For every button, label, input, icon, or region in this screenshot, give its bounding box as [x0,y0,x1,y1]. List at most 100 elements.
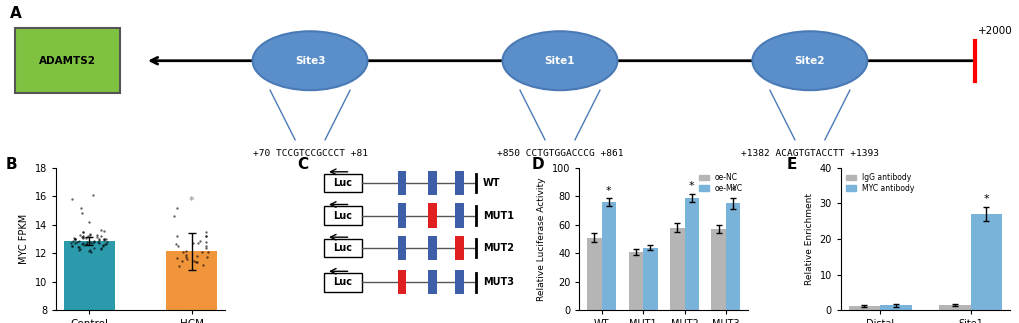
Bar [848,306,879,310]
Ellipse shape [502,31,616,90]
Point [82,232,98,237]
Text: ADAMTS2: ADAMTS2 [39,56,96,66]
Text: C: C [298,157,309,172]
Point [81,234,97,239]
Point [93,227,109,233]
Point [95,242,111,247]
Bar [397,236,406,260]
Point [82,248,98,253]
Bar [601,202,615,310]
Bar [428,236,436,260]
Point [169,205,185,210]
Point [75,240,92,245]
Point [82,239,98,244]
Point [78,240,95,245]
Point [185,258,202,263]
Point [169,256,185,261]
Point [198,234,214,239]
Text: *: * [688,182,694,192]
Text: +2000: +2000 [977,26,1012,36]
Point [83,249,99,254]
Point [93,245,109,251]
Point [97,241,113,246]
Point [171,263,187,268]
Bar [454,270,464,295]
Point [78,241,95,246]
Point [74,234,91,239]
Point [74,229,91,234]
Text: Site1: Site1 [544,56,575,66]
Text: E: E [787,157,797,172]
Point [87,239,103,245]
Text: Site3: Site3 [294,56,325,66]
Bar [669,228,684,310]
Bar [428,203,436,228]
Point [72,232,89,237]
Text: *: * [982,194,988,204]
Bar [454,203,464,228]
Point [177,248,194,254]
Point [98,236,114,241]
Point [189,253,205,258]
Text: *: * [730,186,736,196]
Point [64,197,81,202]
Text: A: A [10,6,22,21]
Point [195,262,211,267]
Bar [628,252,642,310]
Point [174,258,191,264]
Point [73,211,90,216]
Point [174,249,191,255]
Bar [428,270,436,295]
Point [198,243,214,248]
Text: +70 TCCGTCCGCCCT +81: +70 TCCGTCCGCCCT +81 [253,149,367,158]
Point [96,229,112,234]
Bar [879,306,911,310]
Text: Luc: Luc [333,243,353,253]
Text: +1382 ACAGTGTACCTT +1393: +1382 ACAGTGTACCTT +1393 [740,149,878,158]
Bar [938,305,970,310]
Point [177,252,194,257]
Point [190,241,206,246]
Point [69,245,86,250]
Point [187,260,204,265]
Point [74,234,91,239]
Point [189,259,205,265]
Point [98,242,114,247]
Point [71,245,88,250]
Point [89,235,105,240]
Point [91,236,107,242]
Point [91,241,107,246]
Point [198,230,214,235]
Point [84,241,100,246]
Point [73,205,90,210]
Point [68,240,85,245]
Bar [397,171,406,195]
Point [168,234,184,239]
Bar [642,247,657,310]
Bar [428,171,436,195]
Point [93,246,109,251]
Bar [711,229,726,310]
Point [65,236,82,241]
Bar [684,198,698,310]
Point [76,243,93,248]
Point [81,219,97,224]
Point [168,242,184,247]
Text: Luc: Luc [333,211,353,221]
Bar [64,241,115,310]
Text: MUT1: MUT1 [483,211,514,221]
Text: +850 CCTGTGGACCCG +861: +850 CCTGTGGACCCG +861 [496,149,623,158]
Point [177,255,194,260]
Text: *: * [189,196,195,206]
Bar [454,236,464,260]
Point [90,239,106,245]
Point [71,238,88,244]
Ellipse shape [253,31,367,90]
Ellipse shape [752,31,866,90]
FancyBboxPatch shape [15,28,120,93]
Point [71,248,88,253]
Point [184,240,201,245]
Point [82,232,98,237]
Point [65,239,82,244]
Bar [726,203,740,310]
